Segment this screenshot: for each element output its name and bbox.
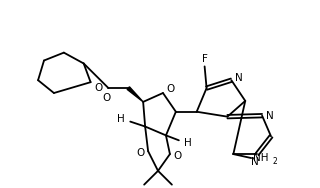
Text: O: O — [94, 83, 103, 93]
Text: F: F — [202, 54, 208, 64]
Text: O: O — [102, 93, 111, 103]
Text: O: O — [174, 151, 182, 161]
Text: N: N — [266, 111, 274, 121]
Text: H: H — [117, 114, 125, 124]
Polygon shape — [127, 87, 143, 102]
Text: H: H — [184, 138, 192, 148]
Text: 2: 2 — [273, 158, 277, 167]
Text: N: N — [251, 157, 259, 167]
Text: O: O — [167, 84, 175, 94]
Text: N: N — [236, 73, 243, 83]
Text: O: O — [136, 148, 144, 158]
Text: NH: NH — [253, 153, 269, 163]
